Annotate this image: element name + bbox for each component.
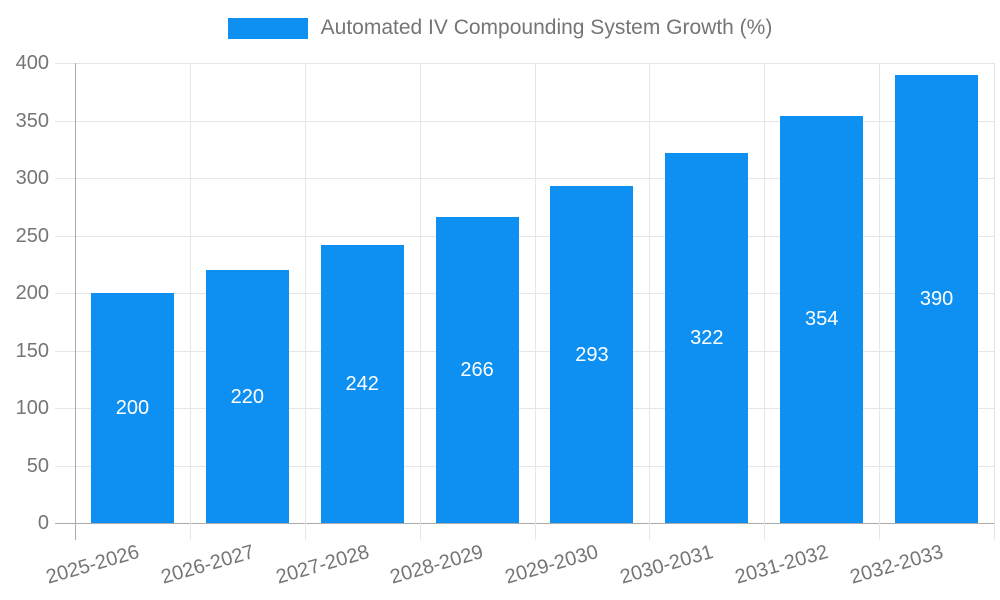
bar xyxy=(90,293,174,523)
bar xyxy=(550,186,634,523)
legend-label: Automated IV Compounding System Growth (… xyxy=(320,16,773,39)
legend-color-swatch xyxy=(227,17,308,39)
y-gridline xyxy=(55,465,994,467)
y-gridline xyxy=(55,408,994,409)
bar-value-label: 242 xyxy=(345,372,379,395)
bar xyxy=(780,115,864,523)
y-gridline xyxy=(55,63,994,64)
x-axis-tick-label: 2032-2033 xyxy=(847,541,946,589)
bar xyxy=(895,74,979,523)
y-gridline xyxy=(55,120,994,122)
x-gridline xyxy=(534,63,536,523)
x-axis-tick xyxy=(419,523,421,540)
bar-value-label: 322 xyxy=(690,326,724,349)
x-axis-tick xyxy=(304,523,306,540)
x-axis-tick-label: 2025-2026 xyxy=(43,541,142,589)
bar-value-label: 390 xyxy=(919,287,954,310)
y-gridline xyxy=(55,178,994,179)
x-axis-tick-label: 2029-2030 xyxy=(502,541,602,589)
y-axis-tick-label: 50 xyxy=(26,454,49,477)
x-gridline xyxy=(189,63,191,523)
bar xyxy=(665,152,749,523)
bar xyxy=(320,244,404,523)
x-axis-tick-label: 2027-2028 xyxy=(273,541,372,589)
y-zero-line xyxy=(55,523,994,524)
y-axis-tick-label: 400 xyxy=(15,52,49,74)
bar-value-label: 220 xyxy=(230,385,264,408)
y-axis-line xyxy=(75,63,76,523)
y-axis-tick-label: 250 xyxy=(15,224,49,247)
x-axis-tick xyxy=(534,523,536,540)
x-gridline xyxy=(649,63,651,523)
y-gridline xyxy=(55,235,994,237)
y-axis-tick-label: 200 xyxy=(15,282,49,304)
x-axis-tick xyxy=(879,523,881,540)
bar xyxy=(435,217,519,523)
bar-value-label: 200 xyxy=(115,397,150,419)
y-axis-tick-label: 150 xyxy=(15,339,49,362)
x-gridline xyxy=(879,63,881,523)
y-axis-tick-label: 300 xyxy=(15,167,49,189)
x-axis-tick-label: 2030-2031 xyxy=(617,541,716,589)
bar-value-label: 354 xyxy=(805,308,839,331)
x-gridline xyxy=(304,63,306,523)
bar-value-label: 266 xyxy=(460,359,494,382)
x-axis-tick-label: 2031-2032 xyxy=(732,541,831,589)
x-axis-tick-label: 2028-2029 xyxy=(388,541,487,589)
bar-value-label: 293 xyxy=(575,343,609,366)
bar xyxy=(205,270,289,523)
chart-legend-item[interactable]: Automated IV Compounding System Growth (… xyxy=(0,16,1000,40)
x-gridline xyxy=(419,63,421,523)
y-axis-tick-label: 350 xyxy=(15,109,49,132)
y-axis-tick-label: 100 xyxy=(15,397,49,419)
x-axis-tick xyxy=(994,523,995,540)
y-axis-tick-label: 0 xyxy=(37,512,49,534)
x-gridline xyxy=(994,63,995,523)
x-gridline xyxy=(764,63,766,523)
x-axis-tick xyxy=(189,523,191,540)
x-axis-tick-label: 2026-2027 xyxy=(158,541,257,589)
x-axis-tick xyxy=(764,523,766,540)
x-axis-tick xyxy=(649,523,651,540)
x-axis-tick xyxy=(75,523,76,540)
y-gridline xyxy=(55,293,994,294)
y-gridline xyxy=(55,350,994,352)
